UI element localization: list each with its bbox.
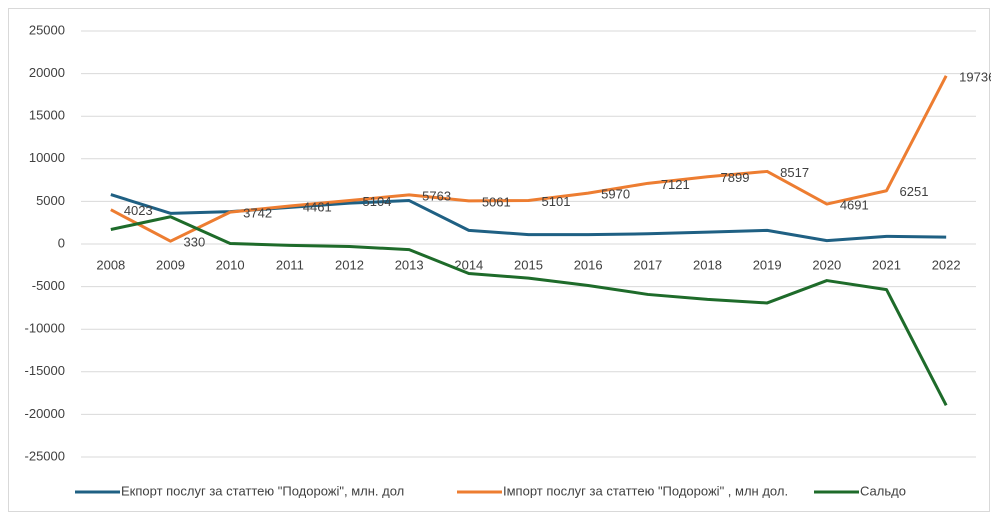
- y-tick-label: -20000: [25, 406, 65, 421]
- data-label: 7899: [721, 170, 750, 185]
- legend-label: Екпорт послуг за статтею "Подорожі", млн…: [121, 483, 404, 498]
- series-line: [110, 215, 948, 407]
- x-tick-label: 2011: [276, 257, 304, 272]
- legend-label: Сальдо: [860, 483, 906, 498]
- y-tick-label: 0: [58, 235, 65, 250]
- series-line: [110, 75, 948, 243]
- y-tick-label: 10000: [29, 150, 65, 165]
- data-label: 5970: [601, 187, 630, 202]
- data-label: 5763: [422, 188, 451, 203]
- y-tick-label: 5000: [36, 193, 65, 208]
- x-tick-label: 2018: [693, 257, 722, 272]
- data-label: 330: [184, 235, 206, 250]
- x-tick-label: 2015: [514, 257, 543, 272]
- x-tick-label: 2010: [216, 257, 245, 272]
- x-tick-label: 2017: [633, 257, 662, 272]
- y-tick-label: -10000: [25, 321, 65, 336]
- data-label: 5101: [542, 194, 571, 209]
- legend-label: Імпорт послуг за статтею "Подорожі" , мл…: [503, 483, 788, 498]
- x-tick-label: 2022: [932, 257, 961, 272]
- x-tick-label: 2008: [96, 257, 125, 272]
- y-tick-label: 20000: [29, 65, 65, 80]
- data-label: 3742: [243, 206, 272, 221]
- y-tick-label: 15000: [29, 108, 65, 123]
- x-tick-label: 2016: [574, 257, 603, 272]
- x-tick-label: 2021: [872, 257, 901, 272]
- x-tick-label: 2012: [335, 257, 364, 272]
- chart-frame: [8, 8, 990, 512]
- y-tick-label: -15000: [25, 363, 65, 378]
- data-label: 19736: [959, 69, 991, 84]
- y-tick-label: 25000: [29, 22, 65, 37]
- data-label: 6251: [900, 184, 929, 199]
- data-label: 7121: [661, 177, 690, 192]
- y-tick-label: -5000: [32, 278, 65, 293]
- data-label: 4461: [303, 199, 332, 214]
- data-label: 8517: [780, 165, 809, 180]
- x-tick-label: 2009: [156, 257, 185, 272]
- x-tick-label: 2014: [454, 257, 483, 272]
- data-label: 5061: [482, 194, 511, 209]
- y-tick-label: -25000: [25, 448, 65, 463]
- data-label: 5104: [363, 194, 392, 209]
- data-label: 4691: [840, 197, 869, 212]
- x-tick-label: 2013: [395, 257, 424, 272]
- x-tick-label: 2020: [812, 257, 841, 272]
- x-tick-label: 2019: [753, 257, 782, 272]
- data-label: 4023: [124, 203, 153, 218]
